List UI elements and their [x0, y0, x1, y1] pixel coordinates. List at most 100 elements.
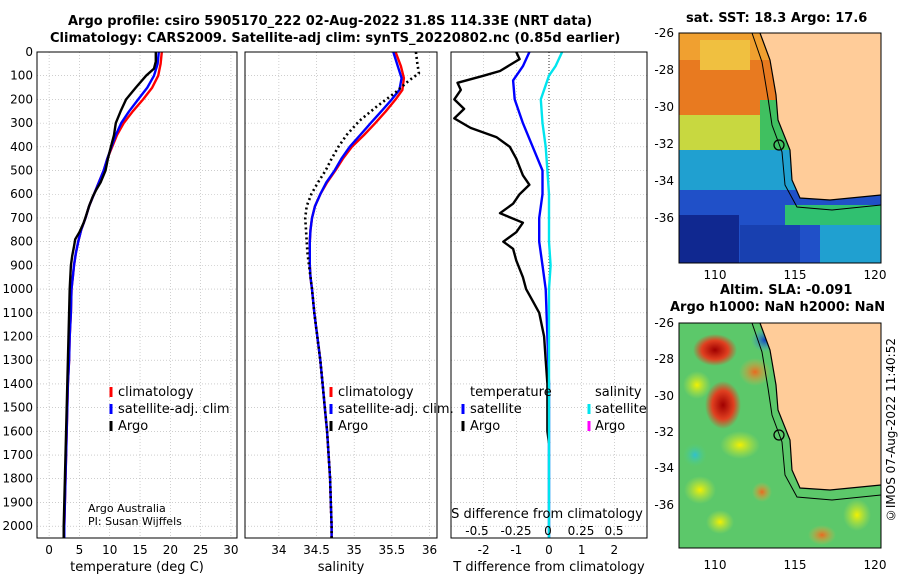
depth-tick-label: 1500 [2, 401, 33, 415]
lat-tick-label: -36 [654, 498, 674, 512]
x-tick-label: -1 [510, 543, 522, 557]
x-tick-label: 35 [347, 543, 362, 557]
depth-tick-label: 500 [10, 164, 33, 178]
lat-tick-label: -36 [654, 211, 674, 225]
pi-note: PI: Susan Wijffels [88, 515, 182, 528]
temp-legend-climatology: climatology [118, 385, 194, 400]
s-tick-label: -0.5 [465, 524, 488, 538]
depth-tick-label: 1600 [2, 424, 33, 438]
lat-tick-label: -30 [654, 389, 674, 403]
x-tick-label: 10 [102, 543, 117, 557]
x-tick-label: 36 [422, 543, 437, 557]
depth-tick-label: 1900 [2, 495, 33, 509]
x-tick-label: 1 [578, 543, 586, 557]
lat-tick-label: -26 [654, 316, 674, 330]
x-tick-label: 35.5 [378, 543, 405, 557]
diff-legend-t-satellite: satellite [470, 402, 522, 417]
depth-tick-label: 900 [10, 258, 33, 272]
sal-legend-argo: Argo [338, 419, 368, 434]
x-tick-label: 25 [193, 543, 208, 557]
series-line-argo [62, 52, 157, 538]
temp-legend-satellite: satellite-adj. clim [118, 402, 230, 417]
depth-tick-label: 2000 [2, 519, 33, 533]
x-tick-label: 0 [45, 543, 53, 557]
imos-credit: ©IMOS 07-Aug-2022 11:40:52 [884, 338, 898, 523]
diff-legend-t-argo: Argo [470, 419, 500, 434]
lat-tick-label: -28 [654, 352, 674, 366]
lat-tick-label: -34 [654, 174, 674, 188]
diff-legend-s-satellite: satellite [595, 402, 647, 417]
depth-tick-label: 0 [25, 45, 33, 59]
title-line-1: Argo profile: csiro 5905170_222 02-Aug-2… [68, 14, 593, 29]
diff-legend-s-argo: Argo [595, 419, 625, 434]
x-tick-label: 20 [163, 543, 178, 557]
depth-tick-label: 100 [10, 69, 33, 83]
depth-tick-label: 1400 [2, 377, 33, 391]
sst-map [678, 32, 882, 264]
x-tick-label: 34 [271, 543, 286, 557]
s-tick-label: 0.5 [604, 524, 623, 538]
depth-tick-label: 200 [10, 92, 33, 106]
series-line-climatology [308, 51, 406, 538]
series-line-climatology [63, 51, 163, 538]
lat-tick-label: -30 [654, 100, 674, 114]
lon-tick-label: 120 [864, 268, 887, 282]
depth-tick-label: 700 [10, 211, 33, 225]
panel-frame [36, 51, 238, 539]
diff-legend-sal-title: salinity [595, 385, 642, 400]
temperature-xlabel: temperature (deg C) [70, 560, 204, 575]
depth-tick-label: 600 [10, 187, 33, 201]
x-tick-label: 0 [545, 543, 553, 557]
diff-legend-temp-title: temperature [470, 385, 552, 400]
sst-map-title: sat. SST: 18.3 Argo: 17.6 [686, 11, 868, 26]
x-tick-label: 2 [611, 543, 619, 557]
series-line-satellite-adj-clim- [308, 51, 403, 538]
lat-tick-label: -32 [654, 425, 674, 439]
depth-tick-label: 1300 [2, 353, 33, 367]
depth-tick-label: 1100 [2, 306, 33, 320]
series-line-argo [303, 51, 421, 538]
x-tick-label: 15 [132, 543, 147, 557]
s-tick-label: 0 [544, 524, 552, 538]
lat-tick-label: -34 [654, 461, 674, 475]
sal-legend-satellite: satellite-adj. clim. [338, 402, 454, 417]
sla-map [678, 322, 882, 549]
title-line-2: Climatology: CARS2009. Satellite-adj cli… [50, 31, 621, 46]
depth-tick-label: 1800 [2, 472, 33, 486]
s-difference-label: S difference from climatology [451, 507, 643, 522]
lon-tick-label: 115 [784, 268, 807, 282]
x-tick-label: 5 [76, 543, 84, 557]
depth-tick-label: 1700 [2, 448, 33, 462]
panel-frame [244, 51, 438, 539]
depth-tick-label: 400 [10, 140, 33, 154]
x-tick-label: 30 [223, 543, 238, 557]
lat-tick-label: -32 [654, 137, 674, 151]
depth-tick-label: 800 [10, 235, 33, 249]
argo-australia-note: Argo Australia [88, 502, 166, 515]
series-line-temperature-satellite [511, 51, 551, 538]
sal-legend-climatology: climatology [338, 385, 414, 400]
panel-frame [450, 51, 648, 539]
lat-tick-label: -28 [654, 63, 674, 77]
lon-tick-label: 110 [704, 268, 727, 282]
depth-tick-label: 1200 [2, 329, 33, 343]
s-tick-label: 0.25 [568, 524, 595, 538]
temp-legend-argo: Argo [118, 419, 148, 434]
difference-xlabel: T difference from climatology [452, 560, 645, 575]
lon-tick-label: 120 [864, 558, 887, 572]
lon-tick-label: 110 [704, 558, 727, 572]
s-tick-label: -0.25 [500, 524, 531, 538]
x-tick-label: -2 [478, 543, 490, 557]
depth-tick-label: 300 [10, 116, 33, 130]
salinity-xlabel: salinity [318, 560, 365, 575]
lat-tick-label: -26 [654, 26, 674, 40]
sla-map-title-1: Altim. SLA: -0.091 [720, 283, 853, 298]
series-line-salinity-satellite [539, 51, 564, 538]
series-line-temperature-argo [453, 51, 551, 444]
series-line-satellite-adj-clim [63, 51, 160, 538]
x-tick-label: 34.5 [303, 543, 330, 557]
lon-tick-label: 115 [784, 558, 807, 572]
sla-map-title-2: Argo h1000: NaN h2000: NaN [670, 300, 886, 315]
depth-tick-label: 1000 [2, 282, 33, 296]
